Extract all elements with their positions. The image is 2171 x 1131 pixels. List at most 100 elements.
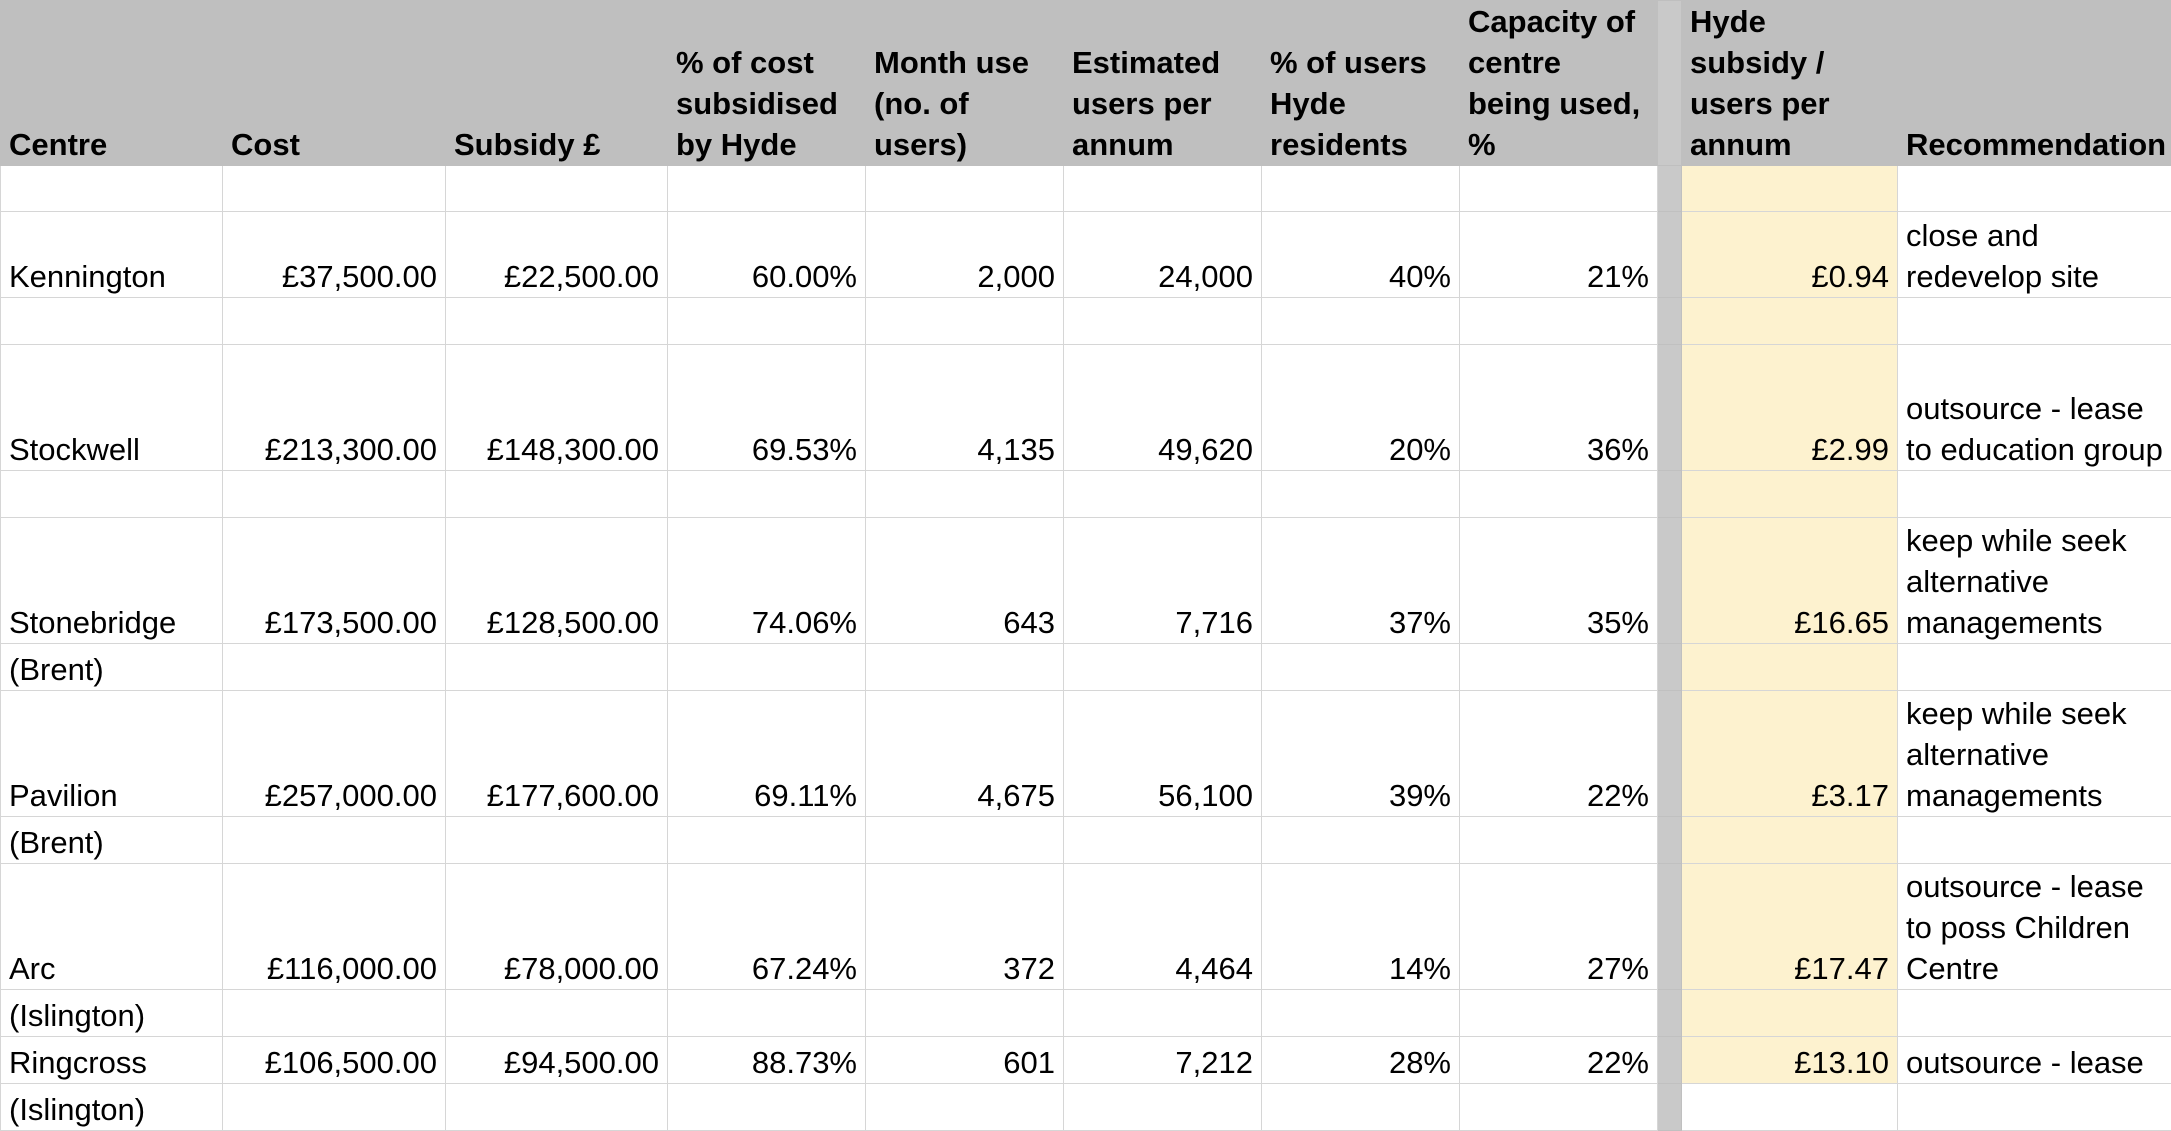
- cell-capacity[interactable]: 21%: [1460, 212, 1658, 298]
- cell[interactable]: [446, 644, 668, 691]
- cell-recommendation[interactable]: outsource - lease: [1898, 1037, 2171, 1084]
- cell-capacity[interactable]: 35%: [1460, 518, 1658, 644]
- cell-subsidy-per-user[interactable]: £16.65: [1682, 518, 1898, 644]
- cell-cost[interactable]: £213,300.00: [223, 345, 446, 471]
- cell[interactable]: [866, 471, 1064, 518]
- cell[interactable]: [1898, 1084, 2171, 1131]
- cell-centre[interactable]: Stockwell: [1, 345, 223, 471]
- cell[interactable]: [1898, 817, 2171, 864]
- cell[interactable]: [668, 990, 866, 1037]
- header-pct-subsidised[interactable]: % of cost subsidised by Hyde: [668, 1, 866, 166]
- cell-est-users[interactable]: 7,716: [1064, 518, 1262, 644]
- cell[interactable]: [1460, 166, 1658, 212]
- cell-centre[interactable]: Arc: [1, 864, 223, 990]
- cell-pct-hyde[interactable]: 28%: [1262, 1037, 1460, 1084]
- hidden-column-divider[interactable]: [1658, 1, 1682, 166]
- cell[interactable]: [1682, 298, 1898, 345]
- cell[interactable]: [446, 990, 668, 1037]
- cell-subsidy-per-user[interactable]: £3.17: [1682, 691, 1898, 817]
- cell[interactable]: [866, 644, 1064, 691]
- cell[interactable]: [1460, 471, 1658, 518]
- cell[interactable]: [1064, 298, 1262, 345]
- cell-centre[interactable]: Stonebridge: [1, 518, 223, 644]
- cell-centre-sub[interactable]: (Brent): [1, 817, 223, 864]
- cell[interactable]: [446, 166, 668, 212]
- cell[interactable]: [1460, 990, 1658, 1037]
- cell-pct-hyde[interactable]: 14%: [1262, 864, 1460, 990]
- cell[interactable]: [1682, 990, 1898, 1037]
- cell-capacity[interactable]: 36%: [1460, 345, 1658, 471]
- cell[interactable]: [1898, 166, 2171, 212]
- cell[interactable]: [1262, 644, 1460, 691]
- cell-month-use[interactable]: 643: [866, 518, 1064, 644]
- cell-centre-sub[interactable]: [1, 471, 223, 518]
- cell[interactable]: [1262, 990, 1460, 1037]
- cell-pct-subsidised[interactable]: 88.73%: [668, 1037, 866, 1084]
- cell-month-use[interactable]: 601: [866, 1037, 1064, 1084]
- cell-cost[interactable]: £257,000.00: [223, 691, 446, 817]
- cell-subsidy-per-user[interactable]: £0.94: [1682, 212, 1898, 298]
- cell[interactable]: [866, 990, 1064, 1037]
- cell-est-users[interactable]: 4,464: [1064, 864, 1262, 990]
- header-capacity[interactable]: Capacity of centre being used, %: [1460, 1, 1658, 166]
- cell[interactable]: [668, 471, 866, 518]
- header-month-use[interactable]: Month use (no. of users): [866, 1, 1064, 166]
- cell[interactable]: [1064, 1084, 1262, 1131]
- cell-subsidy-per-user[interactable]: £17.47: [1682, 864, 1898, 990]
- cell-centre[interactable]: Kennington: [1, 212, 223, 298]
- cell-pct-subsidised[interactable]: 69.11%: [668, 691, 866, 817]
- cell[interactable]: [223, 644, 446, 691]
- cell[interactable]: [1064, 990, 1262, 1037]
- cell[interactable]: [1064, 166, 1262, 212]
- cell-pct-hyde[interactable]: 39%: [1262, 691, 1460, 817]
- cell-month-use[interactable]: 2,000: [866, 212, 1064, 298]
- cell[interactable]: [223, 471, 446, 518]
- cell[interactable]: [1898, 298, 2171, 345]
- cell[interactable]: [1898, 644, 2171, 691]
- cell-subsidy[interactable]: £148,300.00: [446, 345, 668, 471]
- cell-pct-hyde[interactable]: 40%: [1262, 212, 1460, 298]
- cell-month-use[interactable]: 4,675: [866, 691, 1064, 817]
- cell-centre[interactable]: Ringcross: [1, 1037, 223, 1084]
- cell-month-use[interactable]: 372: [866, 864, 1064, 990]
- cell-pct-subsidised[interactable]: 69.53%: [668, 345, 866, 471]
- cell-pct-subsidised[interactable]: 74.06%: [668, 518, 866, 644]
- cell[interactable]: [1682, 644, 1898, 691]
- header-pct-hyde[interactable]: % of users Hyde residents: [1262, 1, 1460, 166]
- cell-pct-subsidised[interactable]: 60.00%: [668, 212, 866, 298]
- cell-subsidy[interactable]: £22,500.00: [446, 212, 668, 298]
- cell[interactable]: [668, 817, 866, 864]
- cell[interactable]: [223, 817, 446, 864]
- header-subsidy[interactable]: Subsidy £: [446, 1, 668, 166]
- cell[interactable]: [866, 817, 1064, 864]
- cell-cost[interactable]: £106,500.00: [223, 1037, 446, 1084]
- cell[interactable]: [1064, 644, 1262, 691]
- cell-recommendation[interactable]: outsource - lease to poss Children Centr…: [1898, 864, 2171, 990]
- cell-subsidy[interactable]: £94,500.00: [446, 1037, 668, 1084]
- cell-est-users[interactable]: 56,100: [1064, 691, 1262, 817]
- cell[interactable]: [668, 166, 866, 212]
- cell[interactable]: [1262, 166, 1460, 212]
- cell-subsidy[interactable]: £78,000.00: [446, 864, 668, 990]
- cell-centre-sub[interactable]: (Islington): [1, 1084, 223, 1131]
- cell-recommendation[interactable]: close and redevelop site: [1898, 212, 2171, 298]
- cell[interactable]: [1460, 1084, 1658, 1131]
- cell-pct-hyde[interactable]: 20%: [1262, 345, 1460, 471]
- cell-capacity[interactable]: 22%: [1460, 691, 1658, 817]
- cell-recommendation[interactable]: keep while seek alternative managements: [1898, 691, 2171, 817]
- cell[interactable]: [1262, 298, 1460, 345]
- cell[interactable]: [446, 471, 668, 518]
- header-cost[interactable]: Cost: [223, 1, 446, 166]
- cell[interactable]: [1682, 471, 1898, 518]
- cell-centre[interactable]: Pavilion: [1, 691, 223, 817]
- cell[interactable]: [446, 1084, 668, 1131]
- cell[interactable]: [1262, 817, 1460, 864]
- cell[interactable]: [1460, 298, 1658, 345]
- cell[interactable]: [1064, 471, 1262, 518]
- cell-subsidy[interactable]: £128,500.00: [446, 518, 668, 644]
- cell[interactable]: [1262, 1084, 1460, 1131]
- cell[interactable]: [1460, 817, 1658, 864]
- cell-capacity[interactable]: 27%: [1460, 864, 1658, 990]
- cell-capacity[interactable]: 22%: [1460, 1037, 1658, 1084]
- cell-centre-sub[interactable]: [1, 298, 223, 345]
